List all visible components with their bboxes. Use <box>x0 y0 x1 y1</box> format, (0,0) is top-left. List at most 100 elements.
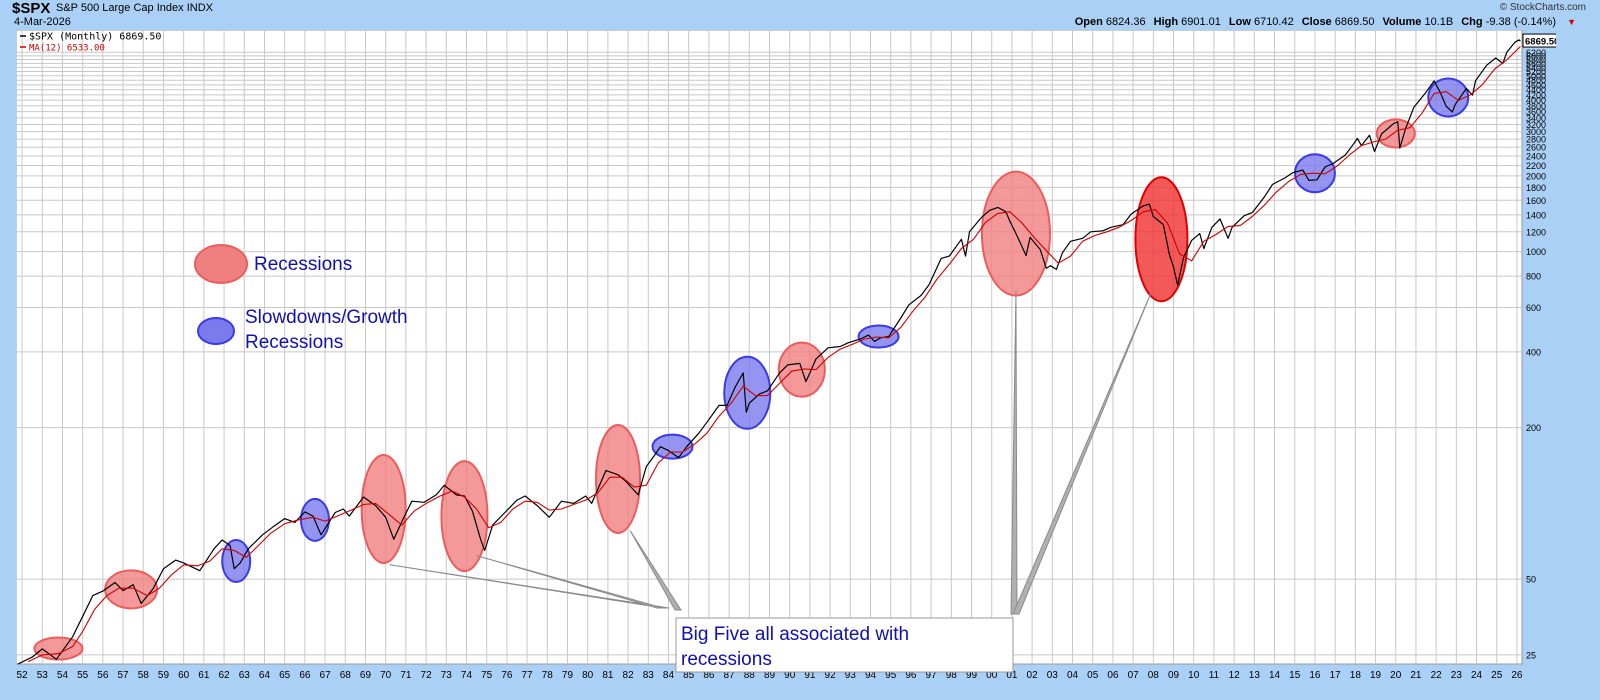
chart-date: 4-Mar-2026 <box>14 16 71 28</box>
x-tick-label: 02 <box>1027 670 1039 681</box>
x-tick-label: 70 <box>380 670 392 681</box>
x-tick-label: 63 <box>239 670 251 681</box>
y-tick-label: 1400 <box>1526 210 1546 220</box>
x-tick-label: 75 <box>481 670 493 681</box>
callout-line <box>476 555 664 609</box>
x-tick-label: 09 <box>1168 670 1180 681</box>
y-tick-label: 2200 <box>1526 161 1546 171</box>
x-tick-label: 26 <box>1511 670 1523 681</box>
ma-legend-label: MA(12) 6533.00 <box>29 44 105 54</box>
y-tick-label: 1200 <box>1526 227 1546 237</box>
x-tick-label: 13 <box>1249 670 1261 681</box>
recession-ellipse <box>360 453 407 564</box>
y-tick-label: 5200 <box>1526 67 1546 77</box>
price-chart[interactable]: 52 53 54 55 56 57 58 59 60 61 62 63 64 65 66 67 68 69 70 71… <box>16 30 1556 684</box>
x-tick-label: 93 <box>845 670 857 681</box>
x-tick-label: 68 <box>340 670 352 681</box>
legend-slowdown-swatch <box>197 317 235 345</box>
x-tick-label: 08 <box>1148 670 1160 681</box>
y-tick-label: 2400 <box>1526 151 1546 161</box>
x-tick-label: 03 <box>1047 670 1059 681</box>
brand-watermark: © StockCharts.com <box>1499 2 1586 13</box>
y-tick-label: 4600 <box>1526 80 1546 90</box>
plot-area <box>16 30 1523 665</box>
callout-line <box>389 564 670 609</box>
x-tick-label: 92 <box>825 670 837 681</box>
y-tick-label: 3600 <box>1526 107 1546 117</box>
x-tick-label: 69 <box>360 670 372 681</box>
x-tick-label: 71 <box>400 670 412 681</box>
annotation-line-2: recessions <box>681 649 772 670</box>
y-tick-label: 400 <box>1526 347 1541 357</box>
last-value-label: 6869.50 <box>1525 37 1556 48</box>
x-tick-label: 11 <box>1209 670 1220 681</box>
x-tick-label: 78 <box>542 670 554 681</box>
x-tick-label: 53 <box>37 670 49 681</box>
x-tick-label: 21 <box>1410 670 1422 681</box>
x-tick-label: 99 <box>966 670 978 681</box>
x-tick-label: 54 <box>57 670 69 681</box>
x-tick-label: 16 <box>1309 670 1321 681</box>
x-tick-label: 82 <box>623 670 635 681</box>
y-tick-label: 1600 <box>1526 196 1546 206</box>
ohlc-value-volume: 10.1B <box>1424 16 1454 28</box>
x-tick-label: 60 <box>178 670 190 681</box>
x-tick-label: 98 <box>946 670 958 681</box>
ohlc-label-volume: Volume <box>1382 16 1425 28</box>
slowdown-ellipse <box>221 539 252 584</box>
chart-svg: 52 53 54 55 56 57 58 59 60 61 62 63 64 65 66 67 68 69 70 71… <box>16 30 1556 681</box>
y-tick-label: 4000 <box>1526 96 1546 106</box>
y-tick-label: 800 <box>1526 272 1541 282</box>
x-tick-label: 79 <box>562 670 574 681</box>
ohlc-label-chg: Chg <box>1461 16 1486 28</box>
ma-line <box>27 46 1521 663</box>
last-value-box <box>1522 33 1556 48</box>
callout-line <box>629 530 682 611</box>
x-tick-label: 59 <box>158 670 170 681</box>
ohlc-value-high: 6901.01 <box>1181 16 1221 28</box>
y-tick-label: 50 <box>1526 575 1536 585</box>
x-tick-label: 14 <box>1269 670 1281 681</box>
x-tick-label: 77 <box>522 670 534 681</box>
annotation-box <box>675 617 1014 673</box>
y-tick-label: 200 <box>1526 423 1541 433</box>
x-tick-label: 91 <box>804 670 816 681</box>
y-tick-label: 4800 <box>1526 76 1546 86</box>
x-tick-label: 76 <box>501 670 513 681</box>
y-tick-label: 4200 <box>1526 90 1546 100</box>
recession-ellipse <box>440 460 489 573</box>
x-tick-label: 94 <box>865 670 877 681</box>
x-tick-label: 23 <box>1451 670 1463 681</box>
slowdown-ellipse <box>1427 77 1470 118</box>
x-tick-label: 73 <box>441 670 453 681</box>
x-tick-label: 06 <box>1107 670 1119 681</box>
x-tick-label: 61 <box>198 670 210 681</box>
x-tick-label: 55 <box>77 670 89 681</box>
y-tick-label: 3200 <box>1526 120 1546 130</box>
recession-ellipse <box>104 569 159 610</box>
x-tick-label: 80 <box>582 670 594 681</box>
x-tick-label: 05 <box>1087 670 1099 681</box>
x-tick-label: 00 <box>986 670 998 681</box>
x-tick-label: 57 <box>118 670 130 681</box>
x-tick-label: 17 <box>1330 670 1342 681</box>
x-tick-label: 95 <box>885 670 897 681</box>
x-tick-label: 90 <box>784 670 796 681</box>
x-tick-label: 10 <box>1188 670 1200 681</box>
y-tick-label: 600 <box>1526 303 1541 313</box>
y-tick-label: 6000 <box>1526 51 1546 61</box>
exchange-label: INDX <box>186 2 213 14</box>
annotation-line-1: Big Five all associated with <box>681 624 909 645</box>
y-tick-label: 5400 <box>1526 63 1546 73</box>
x-tick-label: 85 <box>683 670 695 681</box>
chart-symbol: $SPX <box>12 0 51 17</box>
x-tick-label: 66 <box>299 670 311 681</box>
ohlc-label-open: Open <box>1074 16 1106 28</box>
x-tick-label: 64 <box>259 670 271 681</box>
annotation: Big Five all associated with recessions <box>389 290 1152 673</box>
y-tick-label: 25 <box>1526 650 1536 660</box>
recession-ellipse <box>1375 118 1416 149</box>
x-tick-label: 62 <box>219 670 231 681</box>
y-tick-label: 1000 <box>1526 247 1546 257</box>
